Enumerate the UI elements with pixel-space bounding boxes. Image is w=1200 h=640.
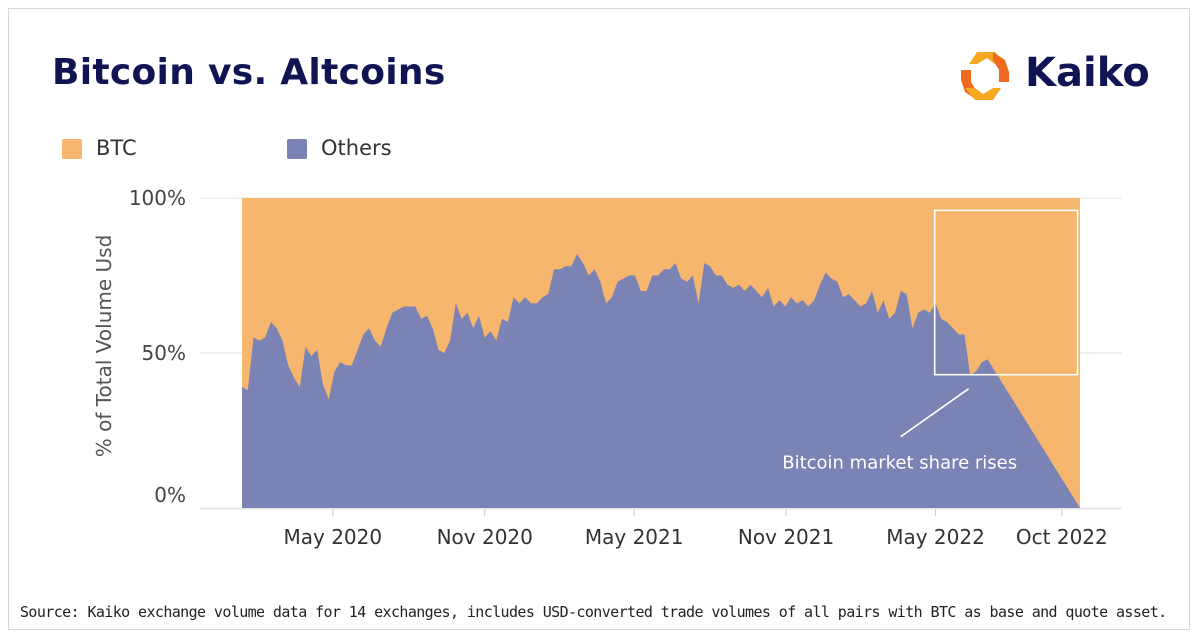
annotation: Bitcoin market share rises <box>782 209 1079 474</box>
x-tick-label: Nov 2020 <box>437 525 533 549</box>
annotation-box <box>933 209 1079 376</box>
kaiko-logo: Kaiko <box>955 48 1165 104</box>
legend-swatch-btc <box>62 139 82 159</box>
y-axis-ticks: 100% 50% 0% <box>129 186 186 507</box>
source-note: Source: Kaiko exchange volume data for 1… <box>20 603 1167 621</box>
kaiko-wordmark: Kaiko <box>1025 50 1150 96</box>
chart-title: Bitcoin vs. Altcoins <box>52 52 446 93</box>
y-axis-label: % of Total Volume Usd <box>92 235 116 458</box>
legend-label-others: Others <box>321 136 392 160</box>
x-axis-ticks: May 2020 Nov 2020 May 2021 Nov 2021 May 2022… <box>200 508 1122 549</box>
legend-label-btc: BTC <box>96 136 137 160</box>
chart-frame <box>8 8 1190 630</box>
annotation-pointer <box>900 388 970 438</box>
x-tick-label: May 2022 <box>886 525 985 549</box>
x-tick-label: May 2021 <box>585 525 684 549</box>
kaiko-logo-icon <box>961 52 1009 100</box>
y-tick-label: 0% <box>154 483 186 507</box>
x-tick-label: Oct 2022 <box>1016 525 1108 549</box>
y-tick-label: 100% <box>129 186 186 210</box>
annotation-label: Bitcoin market share rises <box>782 453 1017 474</box>
others-area <box>242 253 1080 508</box>
y-tick-label: 50% <box>142 341 186 365</box>
x-tick-label: Nov 2021 <box>738 525 834 549</box>
x-tick-label: May 2020 <box>284 525 383 549</box>
legend-swatch-others <box>287 139 307 159</box>
